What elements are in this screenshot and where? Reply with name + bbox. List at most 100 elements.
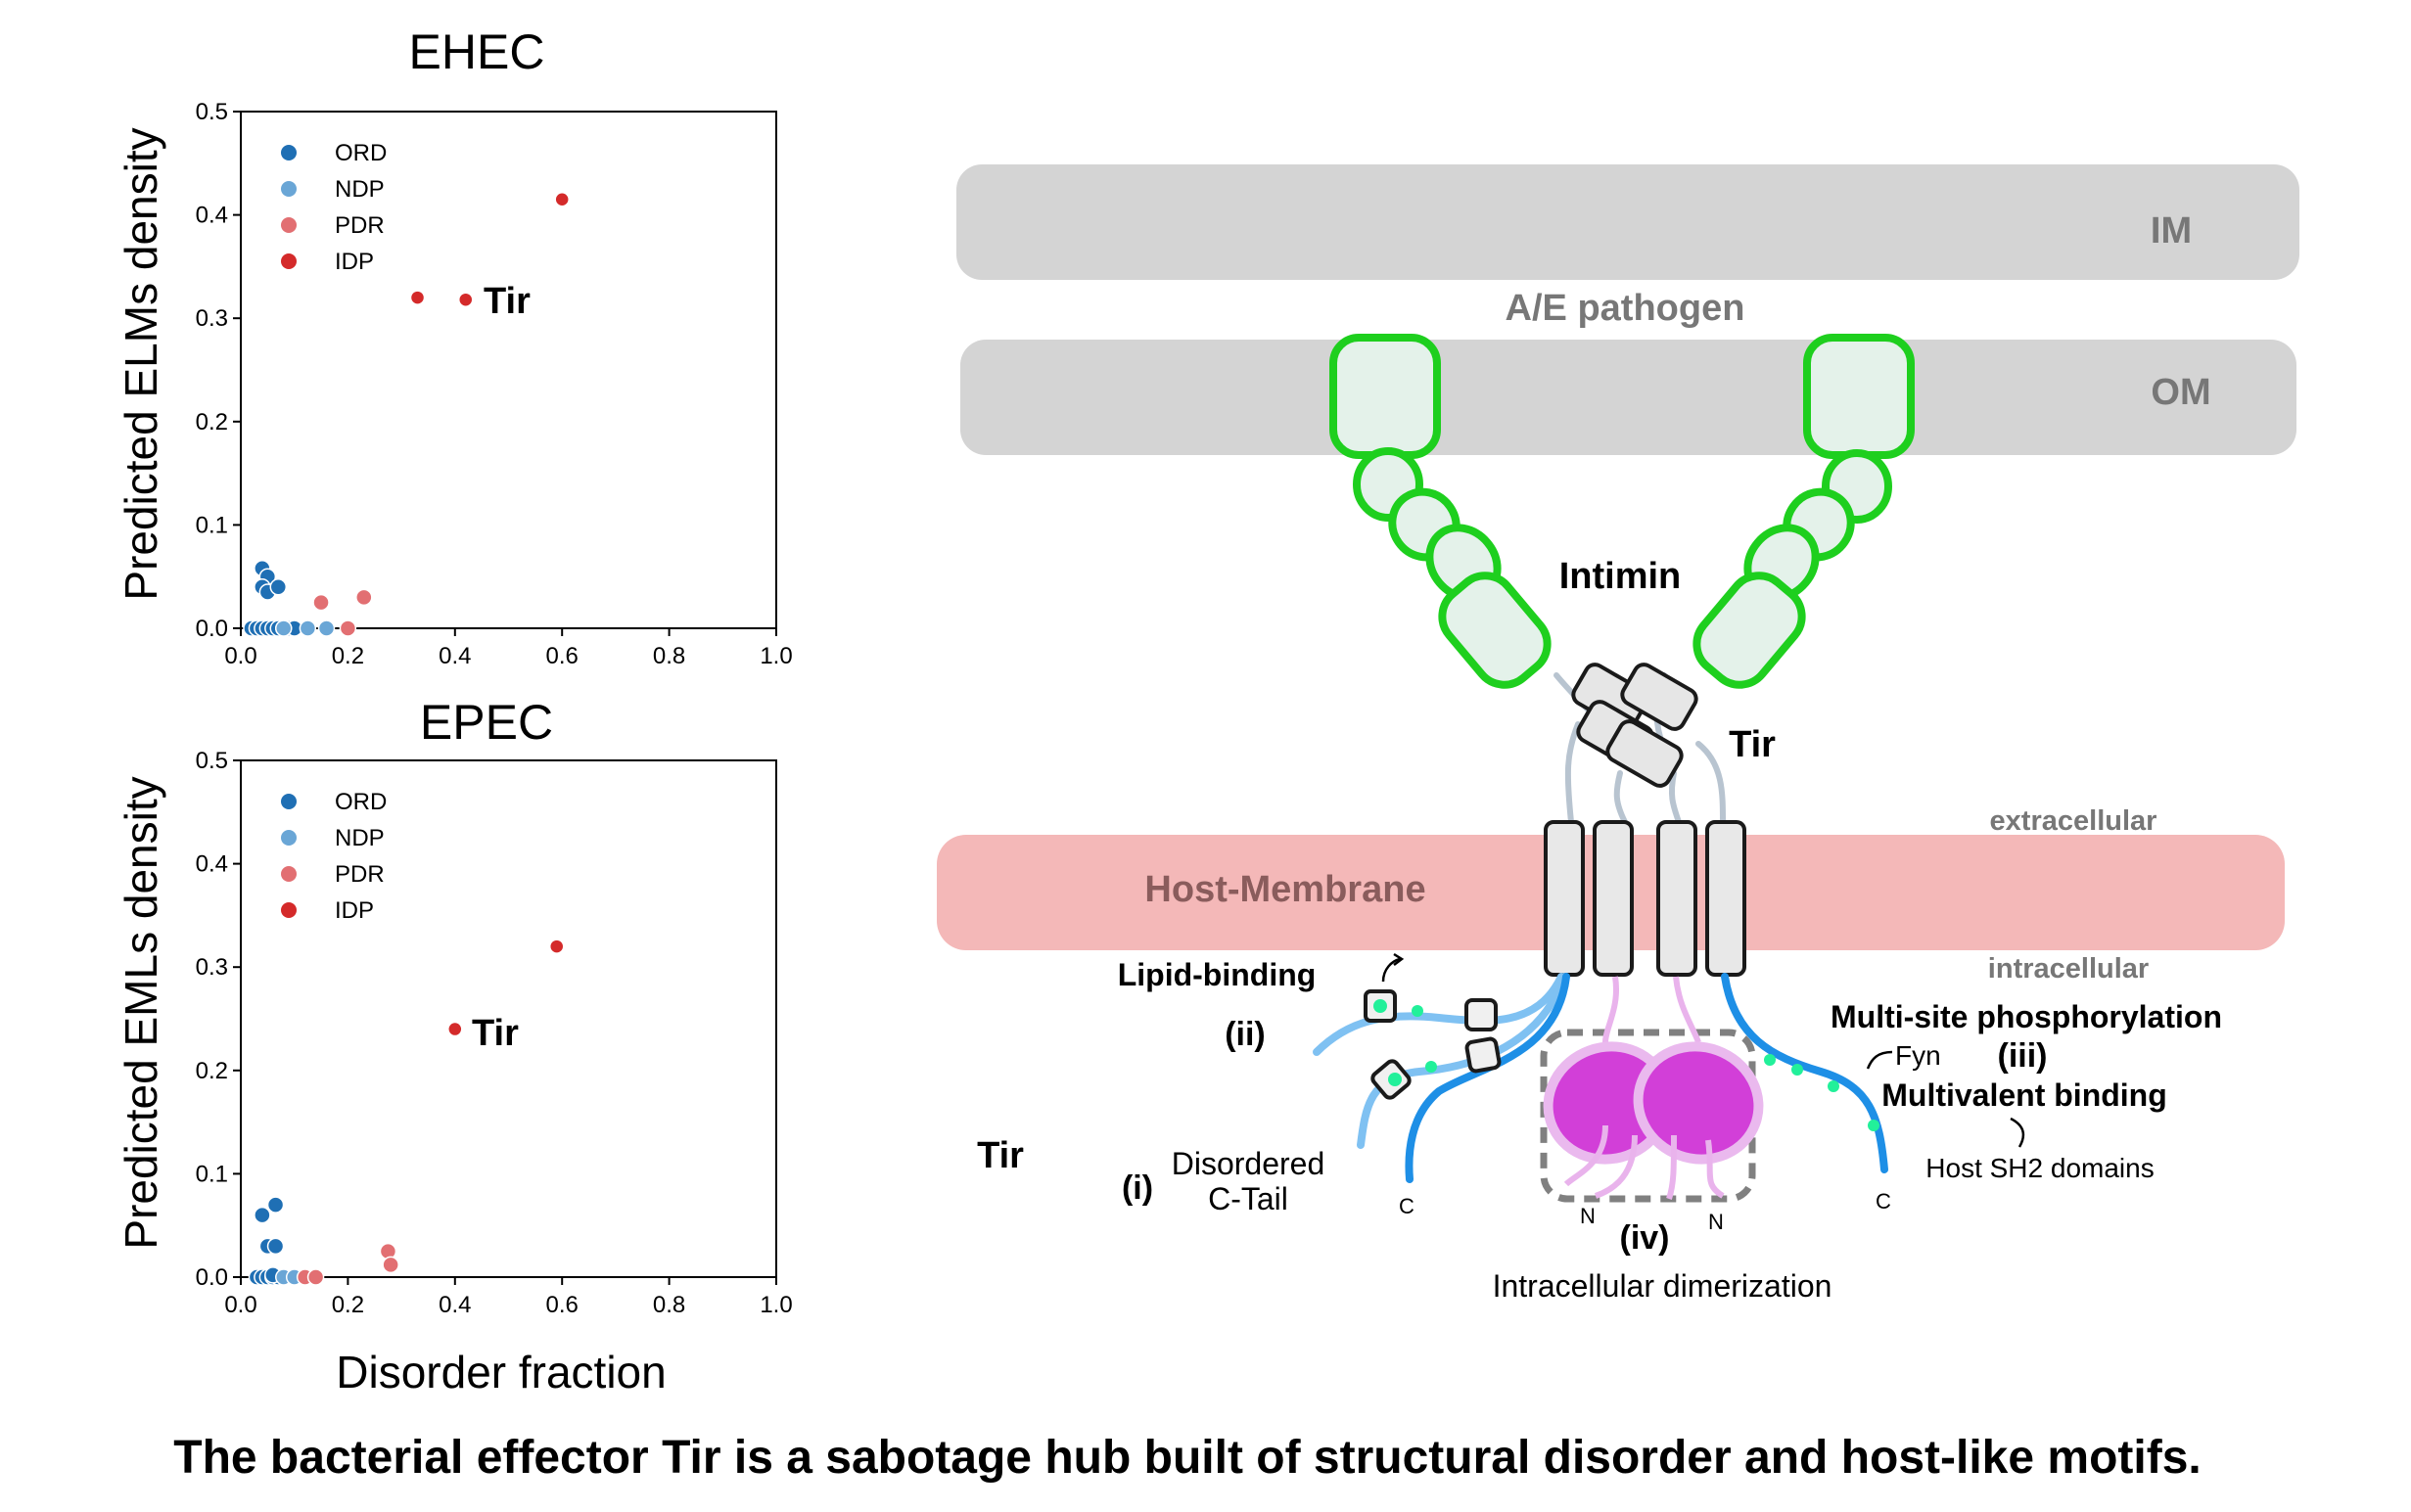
- legend-entry: PDR: [335, 212, 385, 239]
- intimin-left: [1329, 334, 1552, 689]
- epec-plot-title: EPEC: [420, 695, 553, 750]
- ehec-plot-title: EHEC: [409, 24, 545, 79]
- epec-x-axis-label: Disorder fraction: [336, 1347, 666, 1397]
- epec-y-ticks: 0.0 0.1 0.2 0.3 0.4 0.5: [196, 748, 241, 1291]
- legend-entry: NDP: [335, 176, 385, 203]
- epec-tir-annotation: Tir: [472, 1013, 519, 1054]
- y-tick-label: 0.3: [196, 305, 228, 332]
- x-tick-label: 0.2: [332, 643, 364, 669]
- c-terminus-right: C: [1876, 1189, 1891, 1214]
- ehec-y-ticks: 0.0 0.1 0.2 0.3 0.4 0.5: [196, 99, 241, 642]
- intimin-right-domain: [1803, 334, 1915, 459]
- legend-entry: IDP: [335, 897, 374, 924]
- data-point-pdr: [355, 588, 373, 607]
- fyn-arrow: [1866, 1050, 1893, 1070]
- legend-entry: NDP: [335, 825, 385, 851]
- c-terminus-left: C: [1399, 1194, 1414, 1218]
- tir-intimin-diagram: IM A/E pathogen OM Host-Membrane extrace…: [937, 164, 2299, 1304]
- x-tick-label: 0.2: [332, 1292, 364, 1318]
- tir-extracellular-label: Tir: [1729, 724, 1776, 765]
- outer-membrane-label: OM: [2151, 372, 2210, 413]
- phospho-site: [1373, 999, 1387, 1013]
- tm-helix: [1593, 820, 1634, 977]
- ehec-tir-annotation: Tir: [484, 281, 531, 322]
- legend-marker: [281, 253, 297, 269]
- figure-caption: The bacterial effector Tir is a sabotage…: [173, 1432, 2201, 1484]
- legend-marker: [281, 794, 297, 809]
- ehec-plot-frame: [240, 111, 777, 629]
- y-tick-label: 0.3: [196, 954, 228, 981]
- legend-marker: [281, 145, 297, 160]
- y-tick-label: 0.4: [196, 203, 228, 229]
- epec-y-axis-label: Predicted EMLs density: [116, 776, 166, 1249]
- x-tick-label: 0.0: [224, 643, 256, 669]
- tir-extracellular-domain: [1571, 663, 1698, 788]
- y-tick-label: 0.5: [196, 748, 228, 774]
- intimin-left-domain: [1329, 334, 1441, 459]
- legend-entry: PDR: [335, 861, 385, 888]
- x-tick-label: 0.6: [546, 1292, 579, 1318]
- epec-data-points: [248, 939, 565, 1286]
- x-tick-label: 0.8: [653, 643, 685, 669]
- inner-membrane: [956, 164, 2299, 280]
- fyn-label: Fyn: [1895, 1040, 1941, 1071]
- data-point-pdr: [306, 1268, 325, 1286]
- multivalent-binding-label: Multivalent binding: [1881, 1077, 2167, 1113]
- lipid-binding-arrow: [1381, 957, 1401, 983]
- intracellular-dimer: [1543, 976, 1764, 1200]
- y-tick-label: 0.0: [196, 1264, 228, 1291]
- epec-legend: ORD NDP PDR IDP: [281, 789, 387, 924]
- legend-marker: [281, 181, 297, 197]
- intracellular-dimerization-label: Intracellular dimerization: [1493, 1268, 1832, 1304]
- phosphorylation-sites: [1373, 999, 1879, 1131]
- legend-marker: [281, 902, 297, 918]
- ehec-y-axis-label: Predicted ELMs density: [116, 127, 166, 600]
- n-terminus-right: N: [1708, 1210, 1724, 1234]
- data-point-idp: [409, 290, 426, 305]
- pathogen-label: A/E pathogen: [1506, 288, 1745, 329]
- outer-membrane: [960, 340, 2296, 455]
- phospho-site: [1764, 1054, 1776, 1066]
- data-point-ord: [269, 578, 288, 596]
- data-point-idp: [457, 292, 474, 307]
- y-tick-label: 0.2: [196, 1058, 228, 1084]
- data-point-pdr: [339, 619, 357, 637]
- y-tick-label: 0.4: [196, 851, 228, 878]
- x-tick-label: 1.0: [760, 643, 792, 669]
- x-tick-label: 0.6: [546, 643, 579, 669]
- y-tick-label: 0.2: [196, 409, 228, 435]
- data-point-ord: [266, 1237, 285, 1256]
- extracellular-label: extracellular: [1990, 805, 2157, 837]
- legend-entry: ORD: [335, 140, 387, 166]
- legend-marker: [281, 866, 297, 882]
- phospho-site: [1425, 1061, 1437, 1073]
- host-membrane-label: Host-Membrane: [1144, 869, 1425, 910]
- ehec-legend: ORD NDP PDR IDP: [281, 140, 387, 275]
- sh2-arrow: [2010, 1117, 2025, 1148]
- data-point-idp: [554, 192, 570, 207]
- x-tick-label: 0.4: [439, 643, 471, 669]
- intimin-right-domain: [1692, 572, 1806, 689]
- data-point-idp: [447, 1021, 463, 1037]
- data-point-ndp: [275, 619, 293, 637]
- intimin-label: Intimin: [1559, 556, 1682, 597]
- multisite-phosphorylation-label: Multi-site phosphorylation: [1831, 999, 2222, 1034]
- label-iv: (iv): [1620, 1219, 1670, 1257]
- legend-marker: [281, 217, 297, 233]
- data-point-ord: [254, 1206, 271, 1224]
- data-point-idp: [548, 939, 565, 954]
- ehec-data-points: [243, 192, 570, 637]
- n-terminus-left: N: [1580, 1204, 1596, 1228]
- lipid-binding-label: Lipid-binding: [1118, 957, 1317, 992]
- data-point-pdr: [312, 593, 330, 612]
- epec-scatter-plot: EPEC Predicted EMLs density Disorder fra…: [116, 695, 793, 1397]
- tm-helix: [1705, 820, 1746, 977]
- epec-plot-frame: [240, 759, 777, 1278]
- data-point-pdr: [382, 1256, 399, 1274]
- x-tick-label: 0.0: [224, 1292, 256, 1318]
- intimin-right: [1692, 334, 1915, 689]
- phospho-site: [1412, 1005, 1423, 1017]
- legend-entry: ORD: [335, 789, 387, 815]
- x-tick-label: 0.8: [653, 1292, 685, 1318]
- tm-helix: [1656, 820, 1697, 977]
